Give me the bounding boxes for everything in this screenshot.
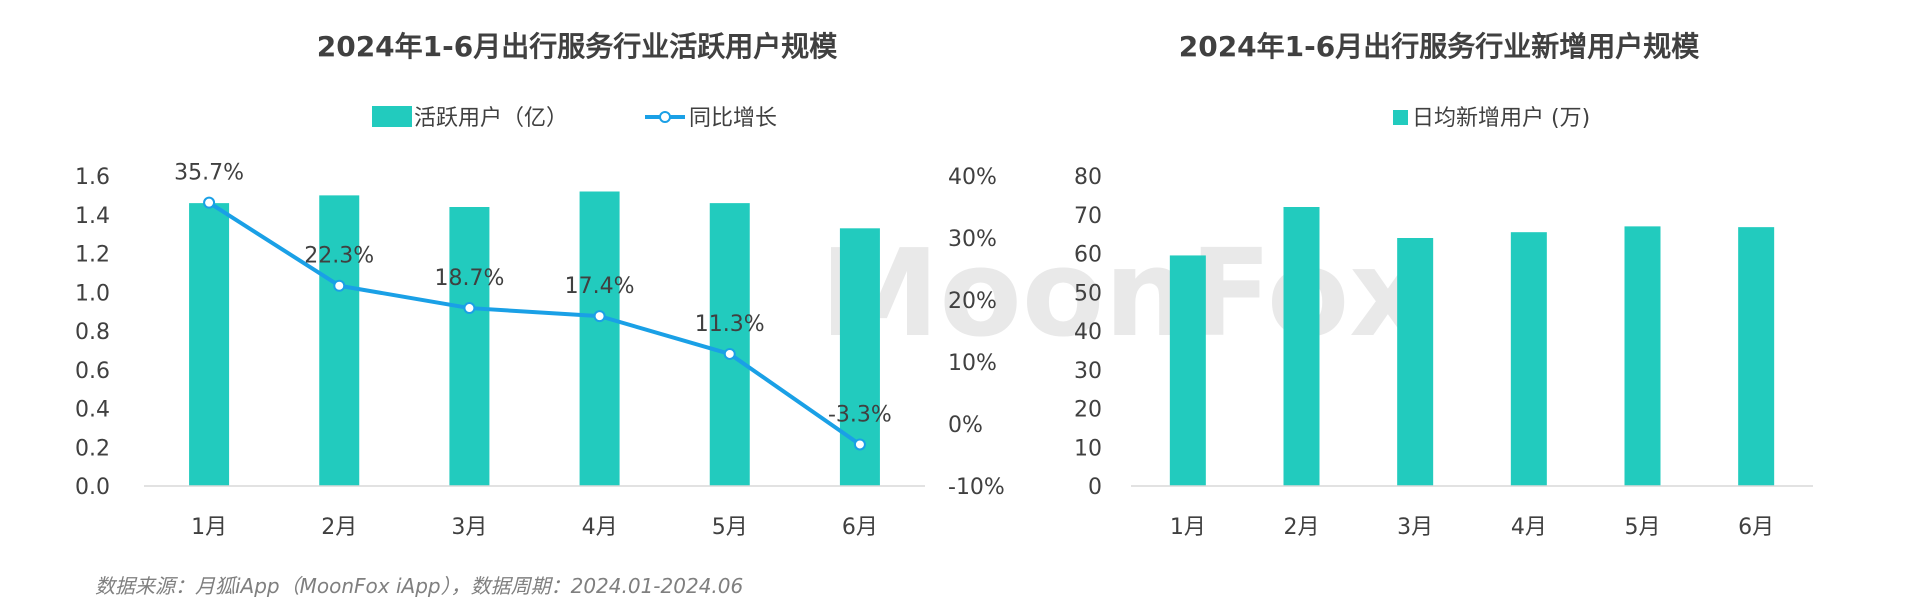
new-users-chart: 2024年1-6月出行服务行业新增用户规模 日均新增用户 (万) 0 10 20 30… xyxy=(1074,30,1813,540)
x-tick-left: 1月 xyxy=(191,515,227,540)
bar-new-users xyxy=(1510,232,1547,486)
watermark: MoonFox xyxy=(820,225,1427,364)
source-note: 数据来源：月狐iApp（MoonFox iApp），数据周期：2024.01-2… xyxy=(95,574,743,598)
legend-swatch-marker xyxy=(659,111,671,123)
bar-active-users xyxy=(189,203,230,486)
y-tick-right: 40 xyxy=(1074,320,1102,345)
x-tick-left: 6月 xyxy=(842,515,878,540)
y-tick-left: 0.6 xyxy=(75,359,110,384)
bar-new-users xyxy=(1397,238,1434,486)
bar-new-users xyxy=(1169,255,1206,486)
yoy-point xyxy=(203,196,216,209)
y-tick-left: 1.6 xyxy=(75,165,110,190)
y-tick-left: 1.0 xyxy=(75,281,110,306)
bar-new-users xyxy=(1283,207,1320,486)
y-tick-left: 0.4 xyxy=(75,398,110,423)
y-tick-right: 10 xyxy=(1074,436,1102,461)
y2-tick: 30% xyxy=(948,227,997,252)
yoy-growth-line xyxy=(208,200,862,447)
x-tick-right: 1月 xyxy=(1170,515,1206,540)
legend-label-line: 同比增长 xyxy=(689,106,777,131)
bar-active-users xyxy=(709,203,750,486)
x-tick-right: 6月 xyxy=(1738,515,1774,540)
x-tick-right: 3月 xyxy=(1397,515,1433,540)
chart-title-right: 2024年1-6月出行服务行业新增用户规模 xyxy=(1179,30,1701,63)
x-tick-left: 4月 xyxy=(582,515,618,540)
x-tick-right: 2月 xyxy=(1284,515,1320,540)
y-tick-left: 1.4 xyxy=(75,204,110,229)
y2-tick: 0% xyxy=(948,413,983,438)
y-tick-left: 0.8 xyxy=(75,320,110,345)
yoy-point xyxy=(853,438,866,451)
x-tick-left: 2月 xyxy=(321,515,357,540)
legend-left: 活跃用户（亿） 同比增长 xyxy=(372,106,777,131)
y-tick-right: 20 xyxy=(1074,398,1102,423)
yoy-label: 17.4% xyxy=(565,274,635,299)
bar-active-users xyxy=(449,207,490,486)
y-tick-left: 0.0 xyxy=(75,475,110,500)
y2-tick: 20% xyxy=(948,289,997,314)
bar-active-users xyxy=(319,195,360,486)
bar-active-users xyxy=(579,191,620,486)
legend-label-new-users: 日均新增用户 (万) xyxy=(1412,106,1590,131)
y2-tick: -10% xyxy=(948,475,1005,500)
legend-swatch-new-users xyxy=(1393,110,1408,125)
yoy-point xyxy=(333,279,346,292)
y2-tick: 10% xyxy=(948,351,997,376)
y-tick-right: 60 xyxy=(1074,243,1102,268)
yoy-point xyxy=(593,310,606,323)
yoy-point xyxy=(463,302,476,315)
chart-title-left: 2024年1-6月出行服务行业活跃用户规模 xyxy=(317,30,839,63)
x-tick-left: 5月 xyxy=(712,515,748,540)
legend-label-bar: 活跃用户（亿） xyxy=(414,106,568,131)
legend-right: 日均新增用户 (万) xyxy=(1393,106,1590,131)
yoy-label: 11.3% xyxy=(695,312,765,337)
bar-new-users xyxy=(1738,227,1775,486)
x-tick-left: 3月 xyxy=(451,515,487,540)
y-tick-right: 80 xyxy=(1074,165,1102,190)
y2-tick: 40% xyxy=(948,165,997,190)
y-tick-left: 0.2 xyxy=(75,436,110,461)
active-users-chart: 2024年1-6月出行服务行业活跃用户规模 活跃用户（亿） 同比增长 0.0 0.… xyxy=(75,30,1005,540)
legend-swatch-bar xyxy=(372,106,412,127)
yoy-label: 35.7% xyxy=(174,161,244,186)
yoy-label: 22.3% xyxy=(304,244,374,269)
bar-new-users xyxy=(1624,226,1661,486)
y-tick-right: 0 xyxy=(1088,475,1102,500)
y-tick-right: 50 xyxy=(1074,281,1102,306)
yoy-label: -3.3% xyxy=(828,402,892,427)
yoy-label: 18.7% xyxy=(434,266,504,291)
y-tick-right: 30 xyxy=(1074,359,1102,384)
y-tick-left: 1.2 xyxy=(75,243,110,268)
x-tick-right: 4月 xyxy=(1511,515,1547,540)
y-tick-right: 70 xyxy=(1074,204,1102,229)
yoy-point xyxy=(723,347,736,360)
x-tick-right: 5月 xyxy=(1625,515,1661,540)
